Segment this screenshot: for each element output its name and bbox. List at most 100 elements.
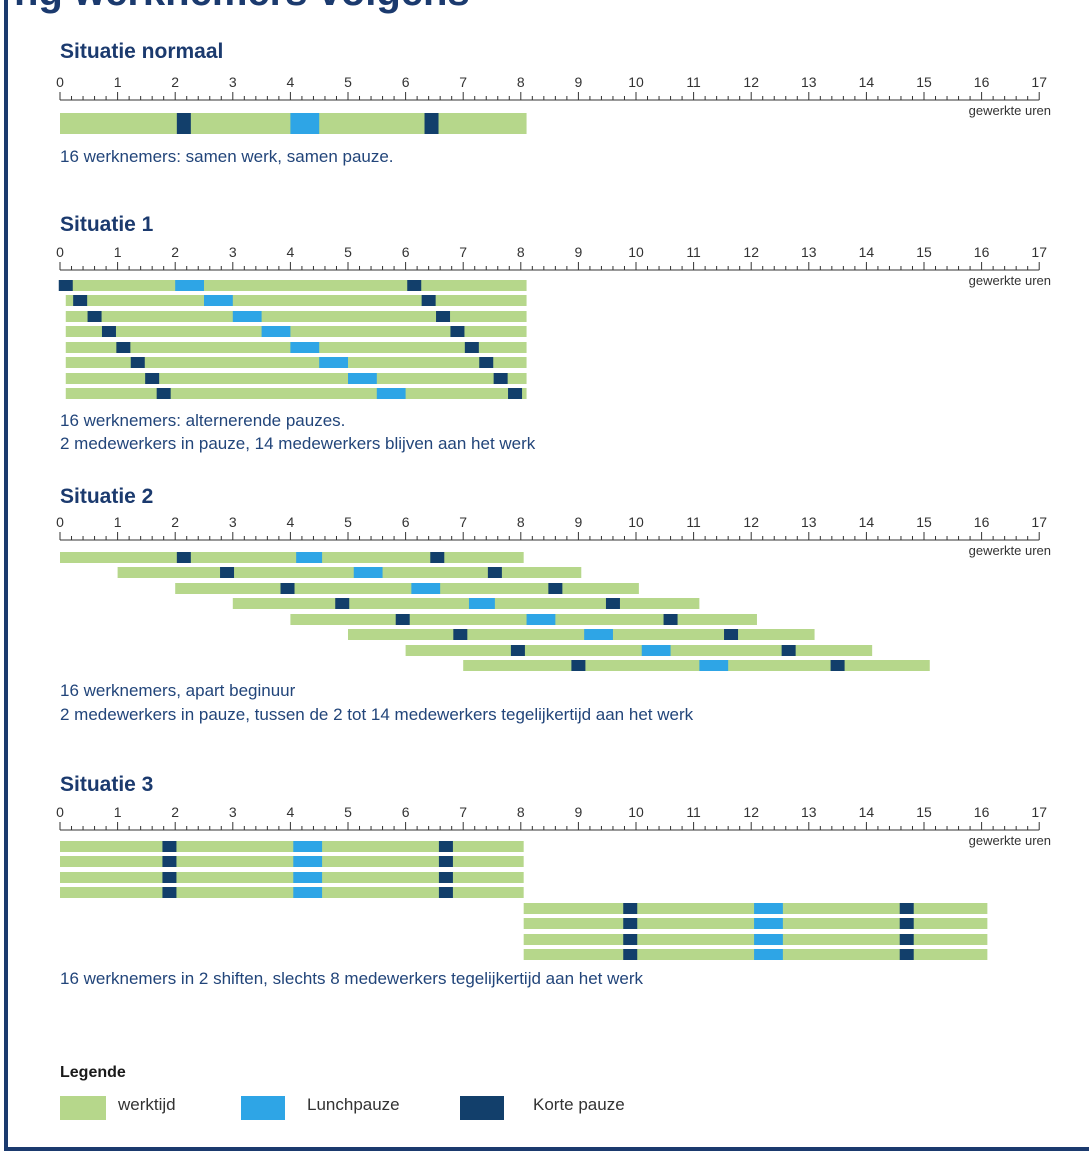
korte-pauze-block: [623, 918, 638, 929]
korte-pauze-block: [438, 856, 453, 867]
korte-pauze-block: [781, 645, 796, 656]
werktijd-bar: [60, 552, 524, 563]
axis-tick-label: 3: [229, 804, 237, 820]
lunchpauze-block: [290, 342, 320, 353]
korte-pauze-block: [724, 629, 739, 640]
korte-pauze-block: [438, 841, 453, 852]
korte-pauze-block: [58, 280, 73, 291]
axis-tick-label: 4: [287, 804, 295, 820]
korte-pauze-block: [145, 373, 160, 384]
schedule-2: [60, 552, 930, 671]
employee-row: [463, 660, 930, 671]
axis-tick-label: 5: [344, 244, 352, 260]
axis-tick-label: 13: [801, 74, 817, 90]
employee-row: [405, 645, 873, 656]
employee-row: [348, 629, 815, 640]
axis-tick-label: 5: [344, 74, 352, 90]
employee-row: [60, 552, 524, 563]
lunchpauze-block: [754, 949, 783, 960]
korte-pauze-block: [421, 295, 436, 306]
korte-pauze-block: [176, 552, 191, 563]
axis-tick-label: 8: [517, 804, 525, 820]
korte-pauze-block: [623, 934, 638, 945]
axis-tick-label: 16: [974, 804, 990, 820]
axis-tick-label: 8: [517, 244, 525, 260]
axis-tick-label: 6: [402, 804, 410, 820]
korte-pauze-block: [493, 373, 508, 384]
legend-title: Legende: [60, 1064, 126, 1081]
korte-pauze-block: [73, 295, 88, 306]
axis-tick-label: 0: [56, 804, 64, 820]
lunchpauze-block: [319, 357, 348, 368]
lunchpauze-block: [293, 887, 323, 898]
axis-tick-label: 3: [229, 74, 237, 90]
schedule-1: [58, 280, 527, 399]
korte-pauze-block: [663, 614, 678, 625]
axis-tick-label: 2: [171, 244, 179, 260]
lunchpauze-block: [699, 660, 729, 671]
caption-situatie-1-line-2: 2 medewerkers in pauze, 14 medewerkers b…: [60, 434, 536, 453]
employee-row: [232, 598, 700, 609]
werktijd-bar: [348, 629, 815, 640]
lunchpauze-block: [376, 388, 406, 399]
axis-tick-label: 5: [344, 804, 352, 820]
axis-tick-label: 5: [344, 514, 352, 530]
employee-row: [523, 949, 988, 960]
axis-tick-label: 7: [459, 74, 467, 90]
axis-tick-label: 10: [628, 804, 644, 820]
axis-tick-label: 11: [686, 804, 701, 820]
lunchpauze-block: [468, 598, 495, 609]
legend-label-korte-pauze: Korte pauze: [533, 1095, 625, 1114]
korte-pauze-block: [395, 614, 410, 625]
employee-row: [60, 887, 524, 898]
axis-tick-label: 1: [114, 804, 122, 820]
korte-pauze-block: [335, 598, 350, 609]
lunchpauze-block: [754, 934, 783, 945]
legend-swatch-werktijd: [60, 1096, 106, 1120]
lunchpauze-block: [293, 856, 323, 867]
schedule-3: [60, 841, 988, 960]
axis-tick-label: 2: [171, 514, 179, 530]
lunchpauze-block: [411, 583, 441, 594]
legend-swatch-korte-pauze: [460, 1096, 504, 1120]
lunchpauze-block: [296, 552, 323, 563]
axis-tick-label: 13: [801, 514, 817, 530]
werktijd-bar: [65, 373, 527, 384]
korte-pauze-block: [548, 583, 563, 594]
axis-tick-label: 14: [859, 74, 875, 90]
korte-pauze-block: [430, 552, 445, 563]
axis-tick-label: 0: [56, 244, 64, 260]
korte-pauze-block: [438, 887, 453, 898]
axis-unit-label: gewerkte uren: [969, 833, 1051, 848]
axis-tick-label: 10: [628, 74, 644, 90]
employee-row: [65, 373, 527, 384]
axis-tick-label: 4: [287, 514, 295, 530]
werktijd-bar: [65, 311, 527, 322]
korte-pauze-block: [130, 357, 145, 368]
axis-tick-label: 9: [575, 244, 583, 260]
korte-pauze-block: [899, 918, 914, 929]
lunchpauze-block: [175, 280, 204, 291]
employee-row: [60, 872, 524, 883]
werktijd-bar: [65, 388, 527, 399]
axis-tick-label: 4: [287, 74, 295, 90]
werktijd-bar: [175, 583, 639, 594]
korte-pauze-block: [156, 388, 171, 399]
korte-pauze-block: [87, 311, 102, 322]
axis-tick-label: 3: [229, 244, 237, 260]
frame-border-left: [4, 0, 8, 1151]
korte-pauze-block: [176, 113, 191, 134]
werktijd-bar: [60, 872, 524, 883]
korte-pauze-block: [162, 872, 177, 883]
employee-row: [523, 934, 988, 945]
korte-pauze-block: [508, 388, 523, 399]
caption-normaal-line-1: 16 werknemers: samen werk, samen pauze.: [60, 147, 394, 166]
korte-pauze-block: [605, 598, 620, 609]
axis-tick-label: 9: [575, 514, 583, 530]
korte-pauze-block: [623, 949, 638, 960]
werktijd-bar: [60, 887, 524, 898]
axis-tick-label: 12: [743, 804, 759, 820]
korte-pauze-block: [101, 326, 116, 337]
